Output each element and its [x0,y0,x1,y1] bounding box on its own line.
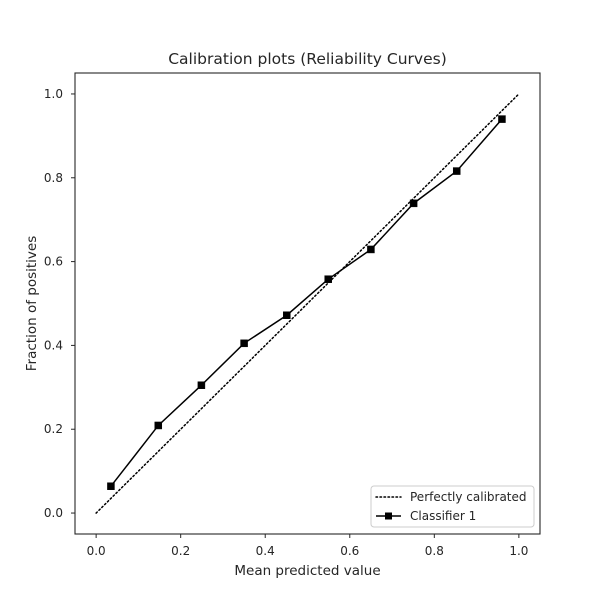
legend-label: Classifier 1 [410,509,476,523]
classifier-1-point [409,199,418,208]
x-tick-label: 0.8 [425,544,444,558]
classifier-1-point [107,482,115,490]
y-axis: 0.0 0.2 0.4 0.6 0.8 1.0 [44,87,75,520]
classifier-1-point [367,245,375,254]
y-axis-label: Fraction of positives [24,236,40,371]
y-tick-label: 0.8 [44,171,63,185]
y-tick-label: 0.2 [44,422,63,436]
legend-square-marker [385,512,392,520]
x-tick-label: 0.0 [87,544,106,558]
classifier-1-line [110,118,503,487]
legend-box [370,485,535,528]
chart-title: Calibration plots (Reliability Curves) [168,50,447,68]
perfectly-calibrated-line [95,93,520,514]
legend-label: Perfectly calibrated [410,490,527,504]
y-tick-label: 0.6 [44,255,63,269]
classifier-1-point [452,167,461,175]
classifier-1-point [240,339,248,348]
classifier-1-point [154,421,163,430]
classifier-1-point [324,275,332,283]
x-tick-label: 0.6 [340,544,359,558]
classifier-1-point [498,115,506,123]
y-tick-label: 0.4 [44,338,63,352]
series-layer [95,93,520,514]
classifier-1-point [197,381,206,389]
classifier-1-point [283,311,291,319]
y-tick-label: 0.0 [44,506,63,520]
x-tick-label: 0.4 [256,544,275,558]
x-axis-label: Mean predicted value [234,563,380,579]
y-tick-label: 1.0 [44,87,63,101]
legend-items: Perfectly calibrated Classifier 1 [375,490,527,523]
x-tick-label: 1.0 [509,544,528,558]
chart-legend: Perfectly calibrated Classifier 1 [370,485,535,528]
x-axis: 0.0 0.2 0.4 0.6 0.8 1.0 [87,534,528,558]
x-tick-label: 0.2 [171,544,190,558]
